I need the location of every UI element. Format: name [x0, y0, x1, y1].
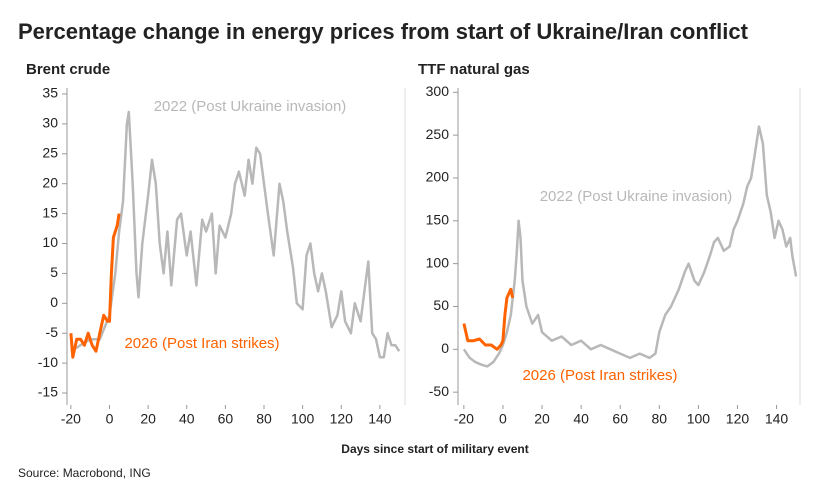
x-tick-label: 20 [534, 411, 550, 427]
y-tick-label: 5 [50, 264, 58, 280]
panel-title: Brent crude [26, 61, 110, 78]
series-line [70, 110, 401, 359]
x-tick-label: 0 [106, 411, 114, 427]
x-tick-label: -20 [61, 411, 81, 427]
series-label: 2026 (Post Iran strikes) [124, 335, 279, 352]
source: Source: Macrobond, ING [18, 466, 151, 480]
y-tick-label: 150 [426, 212, 450, 228]
series-line [69, 213, 121, 359]
y-tick-label: 10 [42, 234, 58, 250]
series-label: 2022 (Post Ukraine invasion) [540, 188, 733, 205]
panel-title: TTF natural gas [418, 61, 530, 78]
y-tick-label: -50 [429, 383, 449, 399]
x-tick-label: 80 [652, 411, 668, 427]
x-tick-label: 20 [140, 411, 156, 427]
x-tick-label: 40 [179, 411, 195, 427]
y-tick-label: 200 [426, 169, 450, 185]
x-tick-label: 140 [765, 411, 789, 427]
series-line [462, 125, 798, 368]
y-tick-label: 30 [42, 115, 58, 131]
series-line [462, 287, 515, 351]
y-tick-label: 15 [42, 204, 58, 220]
x-tick-label: 100 [291, 411, 315, 427]
y-tick-label: -5 [46, 324, 59, 340]
series-label: 2026 (Post Iran strikes) [522, 367, 677, 384]
y-tick-label: 25 [42, 144, 58, 160]
series-label: 2022 (Post Ukraine invasion) [154, 98, 347, 115]
y-tick-label: 0 [441, 340, 449, 356]
x-tick-label: 80 [256, 411, 272, 427]
x-tick-label: -20 [454, 411, 474, 427]
x-tick-label: 120 [726, 411, 750, 427]
x-tick-label: 40 [573, 411, 589, 427]
y-tick-label: -10 [38, 354, 58, 370]
x-tick-label: 140 [368, 411, 392, 427]
x-tick-label: 0 [499, 411, 507, 427]
y-tick-label: 35 [42, 85, 58, 101]
chart-title: Percentage change in energy prices from … [18, 19, 749, 44]
y-tick-label: 0 [50, 294, 58, 310]
x-tick-label: 60 [218, 411, 234, 427]
x-tick-label: 60 [612, 411, 628, 427]
y-tick-label: 250 [426, 126, 450, 142]
y-tick-label: 20 [42, 174, 58, 190]
y-tick-label: 300 [426, 83, 450, 99]
y-tick-label: 50 [433, 297, 449, 313]
x-tick-label: 120 [330, 411, 354, 427]
y-tick-label: -15 [38, 384, 58, 400]
x-tick-label: 100 [687, 411, 711, 427]
x-axis-label: Days since start of military event [341, 442, 528, 456]
y-tick-label: 100 [426, 254, 450, 270]
